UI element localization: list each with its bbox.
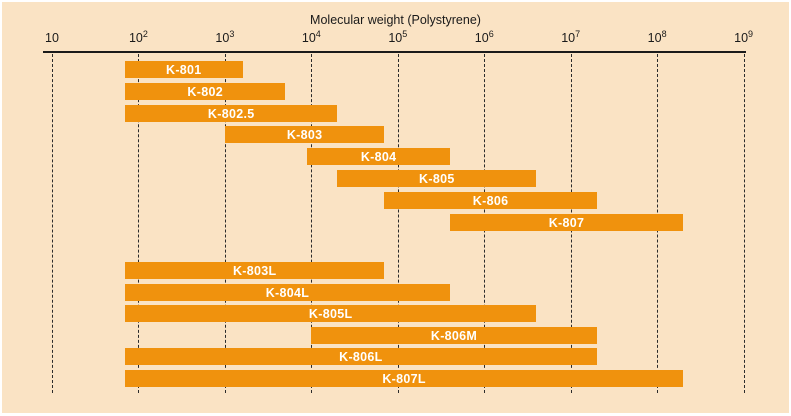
bar-label: K-806L [339,349,383,364]
axis-tick-label-10e9: 109 [734,28,754,45]
axis-tick-label-10e4: 104 [301,28,321,45]
bar-label: K-803 [286,127,323,142]
bar-k-803: K-803 [224,126,385,143]
bar-k-804: K-804 [307,148,450,165]
bar-k-802-5: K-802.5 [125,105,338,122]
bar-label: K-806 [472,193,509,208]
bar-k-805: K-805 [337,170,537,187]
bar-k-806: K-806 [384,192,597,209]
bar-k-807: K-807 [449,214,684,231]
bar-label: K-806M [430,328,478,343]
axis-tick-label-10e2: 102 [128,28,148,45]
chart-title: Molecular weight (Polystyrene) [310,13,481,27]
bar-label: K-804L [265,285,310,300]
bar-label: K-801 [166,62,202,77]
axis-tick-label-10e5: 105 [388,28,408,45]
bar-label: K-804 [360,149,397,164]
bar-label: K-803L [232,263,277,278]
bar-k-803l: K-803L [125,262,385,279]
bar-k-807l: K-807L [125,370,684,387]
bar-label: K-805L [308,306,353,321]
gridline-10e9 [743,54,745,393]
bar-k-804l: K-804L [125,284,450,301]
axis-tick-label-10e8: 108 [647,28,667,45]
axis-tick-label-10e6: 106 [474,28,494,45]
bar-label: K-807L [382,371,426,386]
gridline-10e5 [397,54,399,393]
gridline-10e3 [224,54,226,393]
gridline-10e2 [138,54,140,393]
bar-k-806m: K-806M [311,327,597,344]
gridline-10e1 [52,54,53,393]
bar-k-801: K-801 [125,61,243,78]
bar-label: K-805 [419,171,455,186]
bar-k-802: K-802 [125,83,286,100]
bar-k-805l: K-805L [125,305,537,322]
axis-tick-label-10e3: 103 [215,28,235,45]
bar-label: K-802.5 [207,106,255,121]
gridline-10e4 [311,54,313,393]
axis-tick-label-10e1: 10 [45,31,59,45]
bar-label: K-807 [548,215,585,230]
x-axis-line [43,51,746,53]
axis-tick-label-10e7: 107 [561,28,581,45]
bar-k-806l: K-806L [125,348,597,365]
bar-label: K-802 [187,84,223,99]
